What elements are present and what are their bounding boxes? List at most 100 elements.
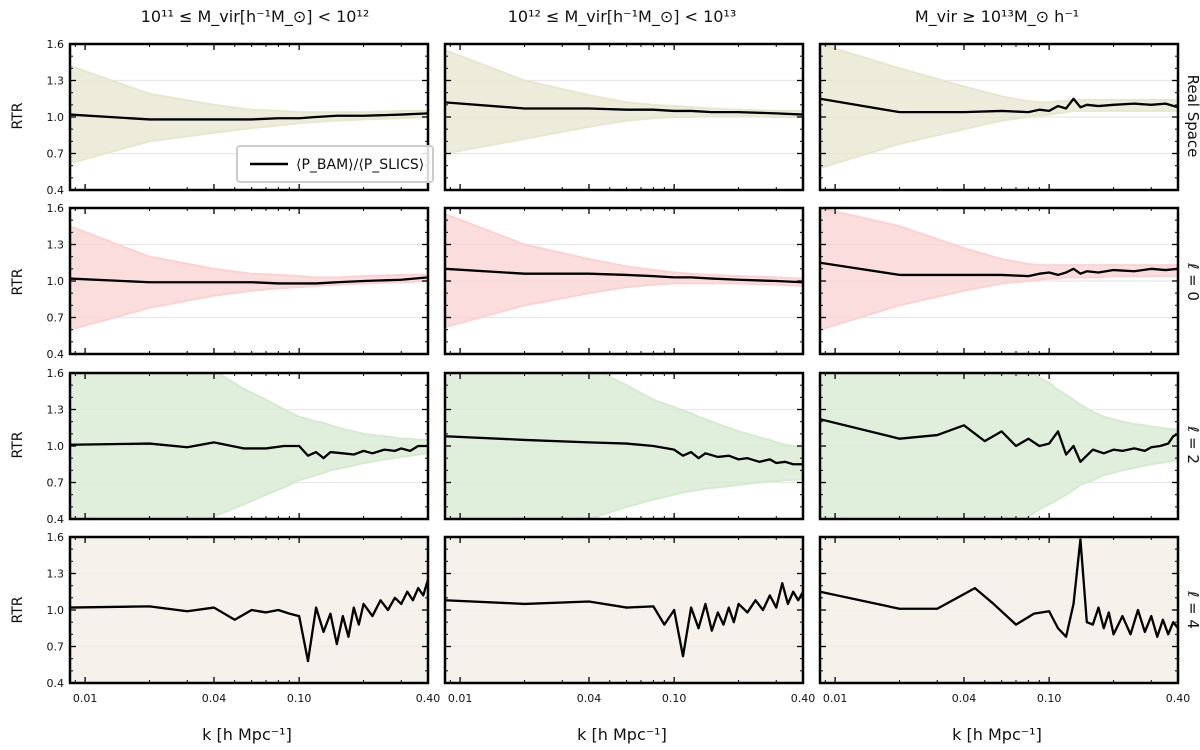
plot-area-r1-c3 xyxy=(820,44,1178,190)
ytick-label-r4-c1-2: 1.0 xyxy=(47,604,65,617)
error-band-r2-c2 xyxy=(445,213,803,329)
ytick-label-r1-c1-0: 0.4 xyxy=(47,184,65,197)
error-band-r2-c1 xyxy=(70,225,428,331)
y-axis-labels: RTR RTR RTR RTR xyxy=(10,102,26,623)
ytick-label-r1-c1-3: 1.3 xyxy=(47,75,65,88)
legend: ⟨P_BAM⟩/⟨P_SLICS⟩ xyxy=(236,145,434,183)
panel-r3-c3 xyxy=(818,371,1180,521)
error-band-r3-c1 xyxy=(70,373,428,519)
xtick-label-r4-c3-1: 0.04 xyxy=(952,692,977,705)
panel-r2-c2 xyxy=(443,206,805,356)
ratio-line-r3-c1 xyxy=(70,441,428,460)
row-label-l4: ℓ = 4 xyxy=(1184,590,1200,629)
panel-r4-c3: 0.01 0.04 0.10 0.40 xyxy=(818,535,1191,705)
x-axis-label-col-2: k [h Mpc⁻¹] xyxy=(577,725,667,744)
ytick-label-r1-c1-1: 0.7 xyxy=(47,148,65,161)
panel-r3-c1: 0.4 0.7 1.0 1.3 1.6 xyxy=(47,367,430,526)
error-band-r1-c3 xyxy=(820,44,1178,170)
plot-area-r2-c1 xyxy=(70,208,428,354)
panel-r1-c2 xyxy=(443,42,805,192)
ytick-label-r2-c1-1: 0.7 xyxy=(47,312,65,325)
panel-r1-c3 xyxy=(818,42,1180,192)
ytick-label-r4-c1-0: 0.4 xyxy=(47,677,65,690)
row-label-l0: ℓ = 0 xyxy=(1184,262,1200,301)
ratio-line-r2-c1 xyxy=(70,276,428,285)
ytick-label-r2-c1-0: 0.4 xyxy=(47,348,65,361)
xtick-label-r4-c1-2: 0.10 xyxy=(287,692,312,705)
xtick-label-r4-c3-3: 0.40 xyxy=(1166,692,1191,705)
plot-area-r4-c3 xyxy=(820,537,1178,683)
error-band-r2-c3 xyxy=(820,208,1178,331)
error-band-r4-c1 xyxy=(70,537,428,683)
panel-r3-c2 xyxy=(443,371,805,521)
ytick-label-r3-c1-1: 0.7 xyxy=(47,477,65,490)
ytick-label-r2-c1-4: 1.6 xyxy=(47,202,65,215)
error-band-r1-c1 xyxy=(70,64,428,165)
ytick-label-r3-c1-3: 1.3 xyxy=(47,404,65,417)
xtick-label-r4-c1-0: 0.01 xyxy=(73,692,98,705)
ytick-label-r1-c1-2: 1.0 xyxy=(47,111,65,124)
ytick-label-r3-c1-2: 1.0 xyxy=(47,440,65,453)
ytick-label-r4-c1-3: 1.3 xyxy=(47,568,65,581)
plot-area-r3-c1 xyxy=(70,373,428,519)
y-axis-label-row-1: RTR xyxy=(10,102,26,129)
plot-area-r3-c2 xyxy=(445,373,803,519)
y-axis-label-row-3: RTR xyxy=(10,431,26,458)
xtick-label-r4-c2-1: 0.04 xyxy=(577,692,602,705)
xtick-label-r4-c2-2: 0.10 xyxy=(662,692,687,705)
plot-area-r1-c2 xyxy=(445,44,803,190)
xtick-label-r4-c2-0: 0.01 xyxy=(448,692,473,705)
xtick-label-r4-c1-1: 0.04 xyxy=(202,692,227,705)
ytick-label-r2-c1-3: 1.3 xyxy=(47,239,65,252)
xtick-label-r4-c1-3: 0.40 xyxy=(416,692,441,705)
ytick-label-r4-c1-1: 0.7 xyxy=(47,641,65,654)
column-title-1: 10¹¹ ≤ M_vir[h⁻¹M_⊙] < 10¹² xyxy=(141,7,370,27)
error-band-r4-c2 xyxy=(445,537,803,683)
x-axis-label-col-1: k [h Mpc⁻¹] xyxy=(202,725,292,744)
plot-area-r1-c1 xyxy=(70,44,428,190)
panel-r4-c2: 0.01 0.04 0.10 0.40 xyxy=(443,535,816,705)
row-label-l2: ℓ = 2 xyxy=(1184,425,1200,464)
plot-area-r2-c2 xyxy=(445,208,803,354)
ratio-line-r1-c3 xyxy=(820,97,1178,114)
xtick-label-r4-c3-2: 0.10 xyxy=(1037,692,1062,705)
error-band-r3-c3 xyxy=(820,373,1178,519)
ratio-line-r2-c3 xyxy=(820,261,1178,278)
subplot-grid: 0.4 0.7 1.0 1.3 1.6 0.4 0.7 1.0 1.3 1.6 0.4 0.7 1.0 1… xyxy=(47,38,1191,705)
ytick-label-r2-c1-2: 1.0 xyxy=(47,275,65,288)
ratio-line-r4-c1 xyxy=(70,579,428,663)
error-band-r3-c2 xyxy=(445,373,803,519)
xtick-label-r4-c3-0: 0.01 xyxy=(823,692,848,705)
legend-box xyxy=(236,145,434,183)
panel-r4-c1: 0.4 0.7 1.0 1.3 1.6 0.01 0.04 0.10 0.40 xyxy=(47,531,441,705)
ratio-line-r1-c1 xyxy=(70,112,428,121)
panel-r1-c1: 0.4 0.7 1.0 1.3 1.6 xyxy=(47,38,430,197)
x-axis-labels: k [h Mpc⁻¹] k [h Mpc⁻¹] k [h Mpc⁻¹] xyxy=(202,725,1042,744)
x-axis-label-col-3: k [h Mpc⁻¹] xyxy=(952,725,1042,744)
y-axis-label-row-4: RTR xyxy=(10,596,26,623)
ratio-line-r4-c3 xyxy=(820,538,1178,638)
ratio-line-r3-c2 xyxy=(445,435,803,466)
plot-area-r4-c2 xyxy=(445,537,803,683)
plot-area-r2-c3 xyxy=(820,208,1178,354)
ratio-line-r2-c2 xyxy=(445,267,803,284)
column-title-3: M_vir ≥ 10¹³M_⊙ h⁻¹ xyxy=(915,7,1079,27)
column-titles: 10¹¹ ≤ M_vir[h⁻¹M_⊙] < 10¹² 10¹² ≤ M_vir… xyxy=(141,7,1079,27)
column-title-2: 10¹² ≤ M_vir[h⁻¹M_⊙] < 10¹³ xyxy=(508,7,737,27)
panel-r2-c3 xyxy=(818,206,1180,356)
ratio-line-r1-c2 xyxy=(445,101,803,116)
xtick-label-r4-c2-3: 0.40 xyxy=(791,692,816,705)
y-axis-label-row-2: RTR xyxy=(10,268,26,295)
ytick-label-r3-c1-0: 0.4 xyxy=(47,513,65,526)
legend-label: ⟨P_BAM⟩/⟨P_SLICS⟩ xyxy=(296,157,424,173)
ratio-line-r3-c3 xyxy=(820,418,1178,463)
plot-area-r3-c3 xyxy=(820,373,1178,519)
row-labels: Real Space ℓ = 0 ℓ = 2 ℓ = 4 xyxy=(1184,75,1200,629)
ratio-line-r4-c2 xyxy=(445,582,803,658)
row-label-real-space: Real Space xyxy=(1184,75,1200,158)
ytick-label-r1-c1-4: 1.6 xyxy=(47,38,65,51)
error-band-r1-c2 xyxy=(445,49,803,155)
ytick-label-r4-c1-4: 1.6 xyxy=(47,531,65,544)
plot-area-r4-c1 xyxy=(70,537,428,683)
